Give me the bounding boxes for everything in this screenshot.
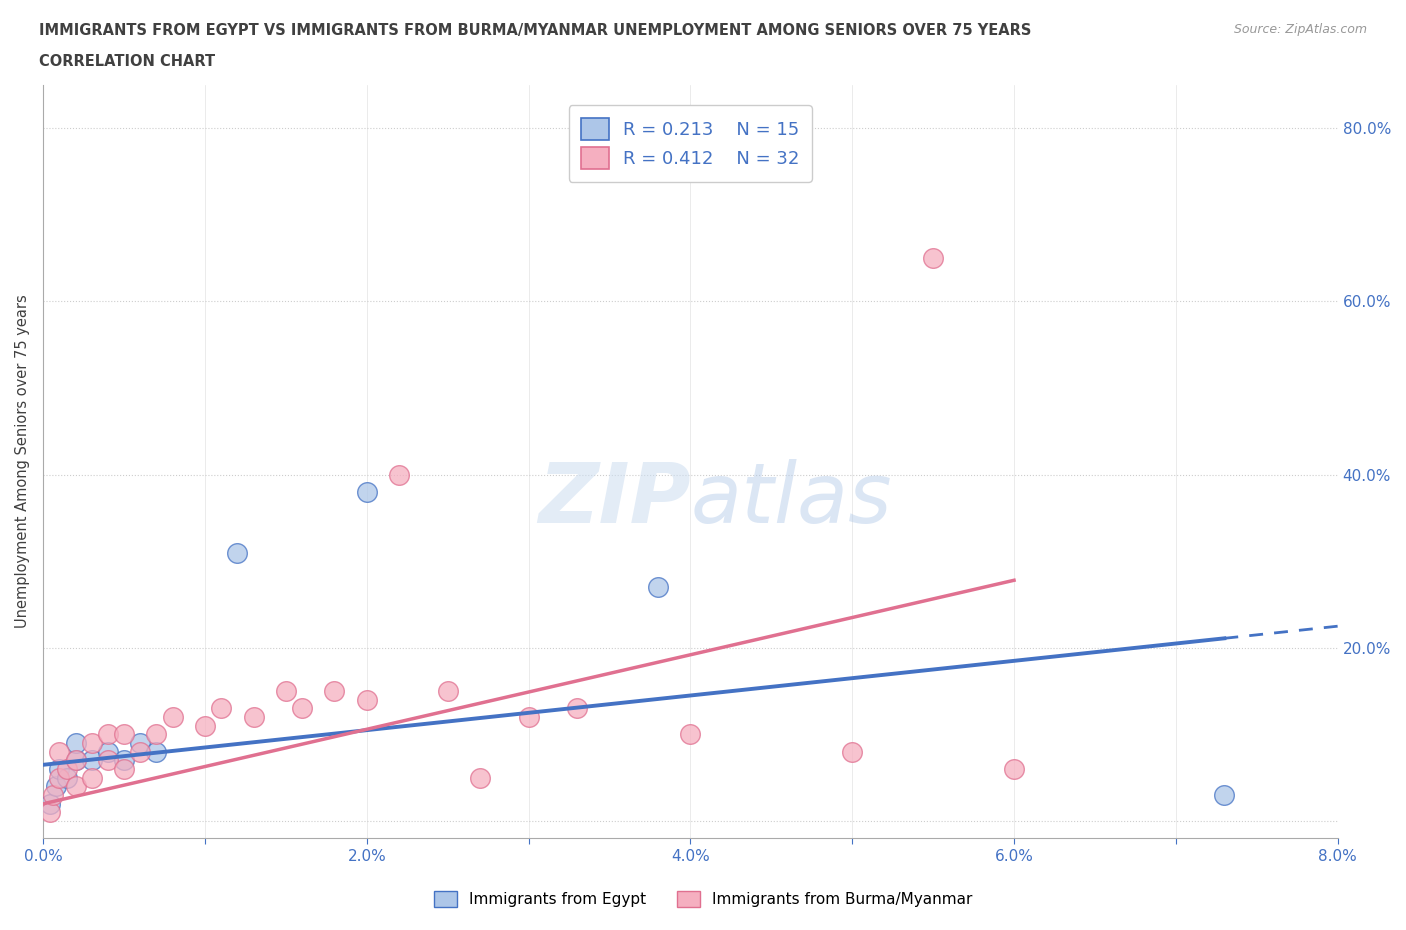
Point [112,727,135,742]
Point [65,736,87,751]
Point [468,770,491,785]
Point [80,770,103,785]
Point [242,710,264,724]
Point [565,701,588,716]
Point [80,736,103,751]
Point [42,788,65,803]
Point [291,701,314,716]
Point [38,796,60,811]
Point [356,485,378,499]
Point [922,250,945,265]
Point [129,744,152,759]
Text: ZIP: ZIP [537,458,690,539]
Point [145,727,167,742]
Point [162,710,184,724]
Point [97,753,120,768]
Point [80,753,103,768]
Point [145,744,167,759]
Point [647,579,669,594]
Point [323,684,346,698]
Text: CORRELATION CHART: CORRELATION CHART [39,54,215,69]
Legend: R = 0.213    N = 15, R = 0.412    N = 32: R = 0.213 N = 15, R = 0.412 N = 32 [569,105,813,181]
Point [841,744,863,759]
Point [436,684,458,698]
Point [356,692,378,707]
Point [56,770,79,785]
Point [388,467,411,482]
Point [48,744,70,759]
Point [679,727,702,742]
Point [97,727,120,742]
Point [112,753,135,768]
Point [517,710,540,724]
Point [65,779,87,794]
Point [129,736,152,751]
Legend: Immigrants from Egypt, Immigrants from Burma/Myanmar: Immigrants from Egypt, Immigrants from B… [427,884,979,913]
Point [65,753,87,768]
Point [97,744,120,759]
Point [226,545,249,560]
Point [45,779,67,794]
Point [209,701,232,716]
Point [194,718,217,733]
Point [112,762,135,777]
Point [274,684,297,698]
Y-axis label: Unemployment Among Seniors over 75 years: Unemployment Among Seniors over 75 years [15,295,30,629]
Text: Source: ZipAtlas.com: Source: ZipAtlas.com [1233,23,1367,36]
Text: IMMIGRANTS FROM EGYPT VS IMMIGRANTS FROM BURMA/MYANMAR UNEMPLOYMENT AMONG SENIOR: IMMIGRANTS FROM EGYPT VS IMMIGRANTS FROM… [39,23,1032,38]
Point [65,753,87,768]
Point [38,805,60,820]
Point [1002,762,1025,777]
Point [48,770,70,785]
Point [1213,788,1236,803]
Text: atlas: atlas [690,458,891,539]
Point [56,762,79,777]
Point [48,762,70,777]
